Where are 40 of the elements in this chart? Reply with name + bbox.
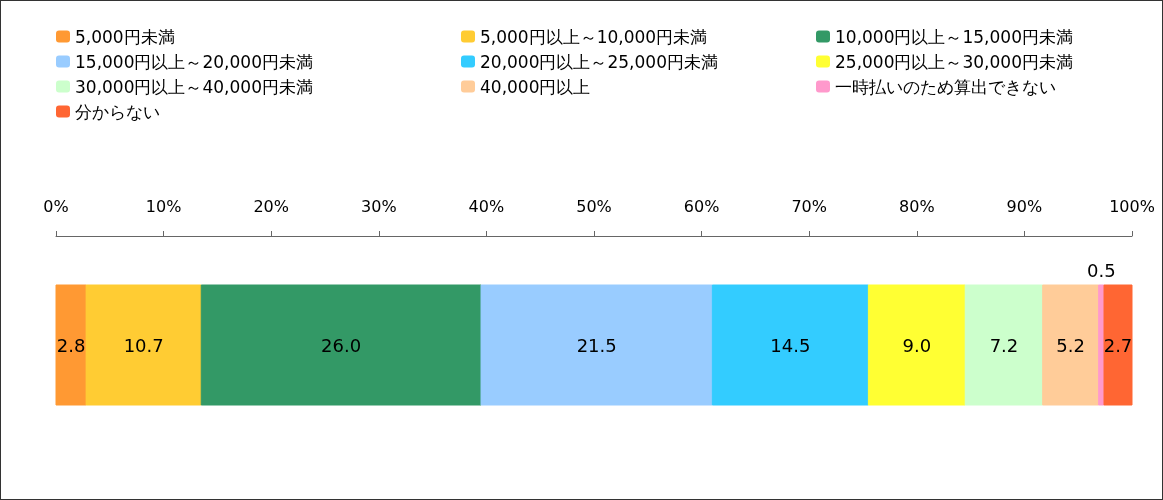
legend-label: 一時払いのため算出できない bbox=[835, 76, 1056, 97]
x-tick-label: 70% bbox=[791, 196, 827, 216]
x-tick-label: 100% bbox=[1109, 196, 1155, 216]
data-label: 9.0 bbox=[902, 334, 932, 356]
bar bbox=[711, 284, 869, 406]
bar bbox=[55, 284, 87, 406]
x-tick-label: 60% bbox=[683, 196, 720, 216]
bar bbox=[964, 284, 1044, 406]
data-label: 0.5 bbox=[1087, 260, 1116, 281]
x-tick-label: 30% bbox=[361, 196, 397, 216]
legend-label: 5,000円以上～10,000円未満 bbox=[480, 26, 708, 47]
bar bbox=[480, 284, 713, 406]
bar bbox=[867, 284, 966, 406]
bar bbox=[200, 284, 482, 406]
bar bbox=[85, 284, 202, 406]
bar bbox=[1103, 284, 1133, 406]
x-tick-label: 80% bbox=[899, 196, 935, 216]
legend-label: 10,000円以上～15,000円未満 bbox=[835, 26, 1073, 47]
x-tick-label: 50% bbox=[576, 196, 612, 216]
legend-label: 30,000円以上～40,000円未満 bbox=[75, 76, 313, 97]
data-label: 21.5 bbox=[576, 334, 617, 356]
data-label: 2.8 bbox=[56, 334, 86, 356]
legend-label: 5,000円未満 bbox=[75, 26, 175, 47]
bar bbox=[1042, 284, 1100, 406]
legend-label: 20,000円以上～25,000円未満 bbox=[480, 51, 718, 72]
data-label: 10.7 bbox=[123, 334, 164, 356]
legend-label: 15,000円以上～20,000円未満 bbox=[75, 51, 313, 72]
data-label: 26.0 bbox=[321, 334, 362, 356]
legend-label: 40,000円以上 bbox=[480, 76, 591, 97]
data-label: 2.7 bbox=[1103, 334, 1133, 356]
x-tick-label: 10% bbox=[145, 196, 182, 216]
data-label: 7.2 bbox=[989, 334, 1019, 356]
x-tick-label: 0% bbox=[43, 196, 69, 216]
data-label: 14.5 bbox=[770, 334, 811, 356]
x-tick-label: 90% bbox=[1006, 196, 1043, 216]
x-tick-label: 40% bbox=[468, 196, 505, 216]
data-label: 5.2 bbox=[1056, 334, 1085, 356]
legend-label: 分からない bbox=[75, 101, 160, 122]
x-tick-label: 20% bbox=[253, 196, 289, 216]
legend-label: 25,000円以上～30,000円未満 bbox=[835, 51, 1073, 72]
